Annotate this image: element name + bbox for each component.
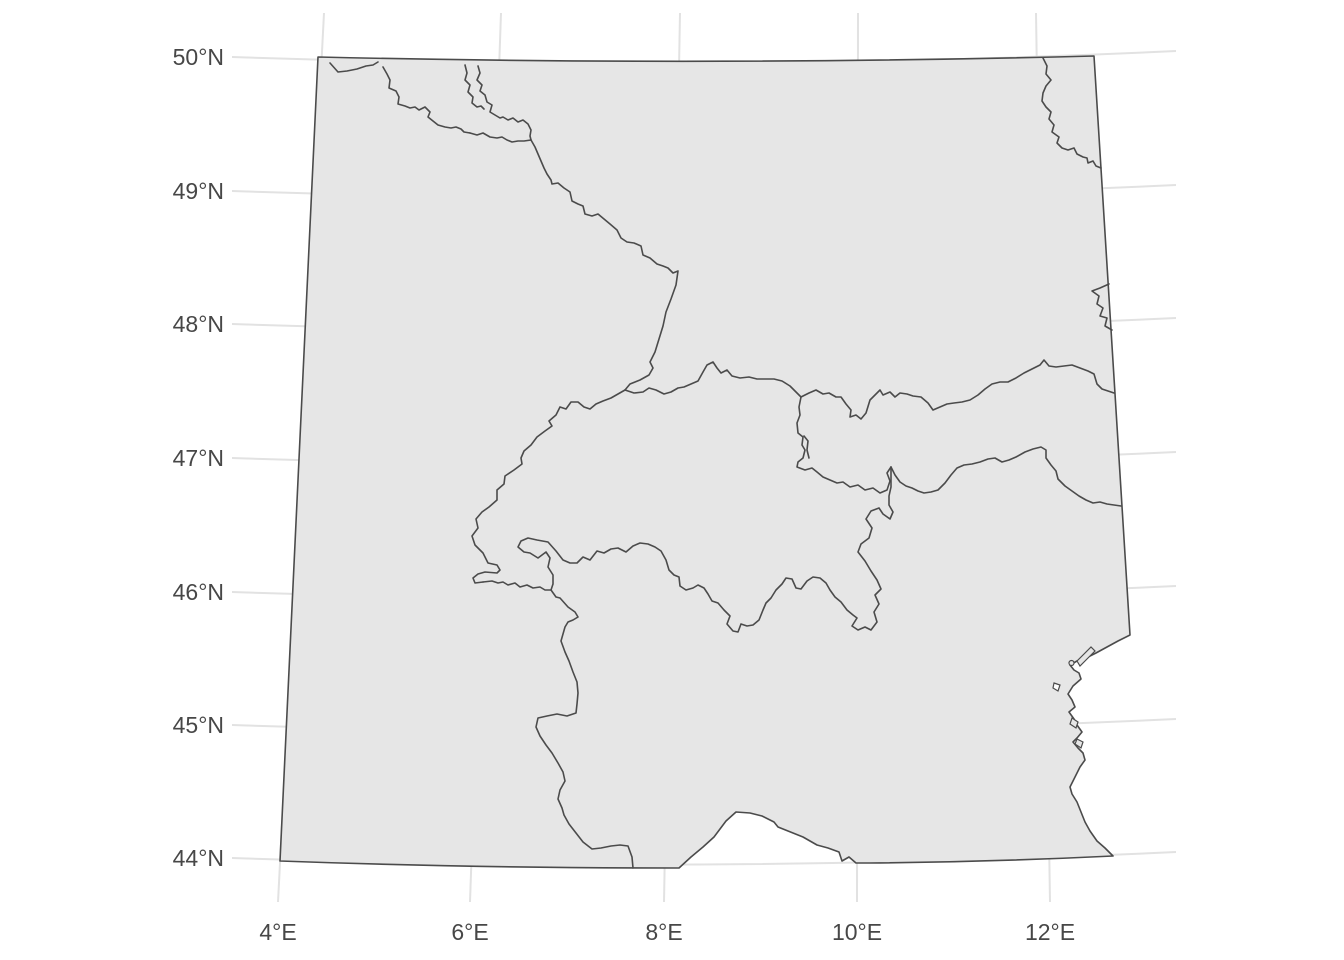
lagoon-islet: [1068, 659, 1075, 667]
land-region: [279, 55, 1131, 869]
border-germany-czechia: [1041, 57, 1102, 169]
x-axis-label: 10°E: [832, 919, 882, 945]
border-france-germany: [530, 139, 679, 391]
venice-lido-spit: [1076, 646, 1096, 667]
y-axis-label: 46°N: [173, 579, 224, 605]
y-axis-label: 44°N: [173, 845, 224, 871]
x-axis-label: 12°E: [1025, 919, 1075, 945]
x-axis-label: 4°E: [259, 919, 296, 945]
border-germany-austria: [800, 359, 1115, 420]
border-luxembourg-germany: [476, 65, 532, 141]
border-france-switzerland: [471, 389, 626, 584]
border-switzerland-germany: [624, 361, 802, 398]
border-belgium-france: [329, 61, 379, 73]
po-delta-islet-2: [1074, 738, 1084, 749]
lagoon-pond: [1052, 682, 1061, 692]
po-delta-islet-1: [1069, 717, 1079, 729]
y-axis-label: 47°N: [173, 445, 224, 471]
border-belgium-germany: [382, 66, 471, 134]
border-switzerland-italy: [517, 466, 894, 633]
border-austria-germany-salzburg: [1091, 283, 1113, 331]
x-axis-label: 8°E: [645, 919, 682, 945]
border-austria-italy: [890, 446, 1122, 507]
border-france-italy: [535, 589, 634, 869]
border-switzerland-austria: [796, 396, 892, 494]
y-axis-label: 50°N: [173, 44, 224, 70]
border-luxembourg-france: [469, 132, 532, 143]
y-axis-label: 48°N: [173, 311, 224, 337]
border-liechtenstein: [803, 435, 810, 459]
y-axis-label: 45°N: [173, 712, 224, 738]
x-axis-label: 6°E: [451, 919, 488, 945]
border-luxembourg-belgium: [464, 64, 485, 110]
y-axis-label: 49°N: [173, 178, 224, 204]
border-geneva-region: [482, 580, 552, 591]
